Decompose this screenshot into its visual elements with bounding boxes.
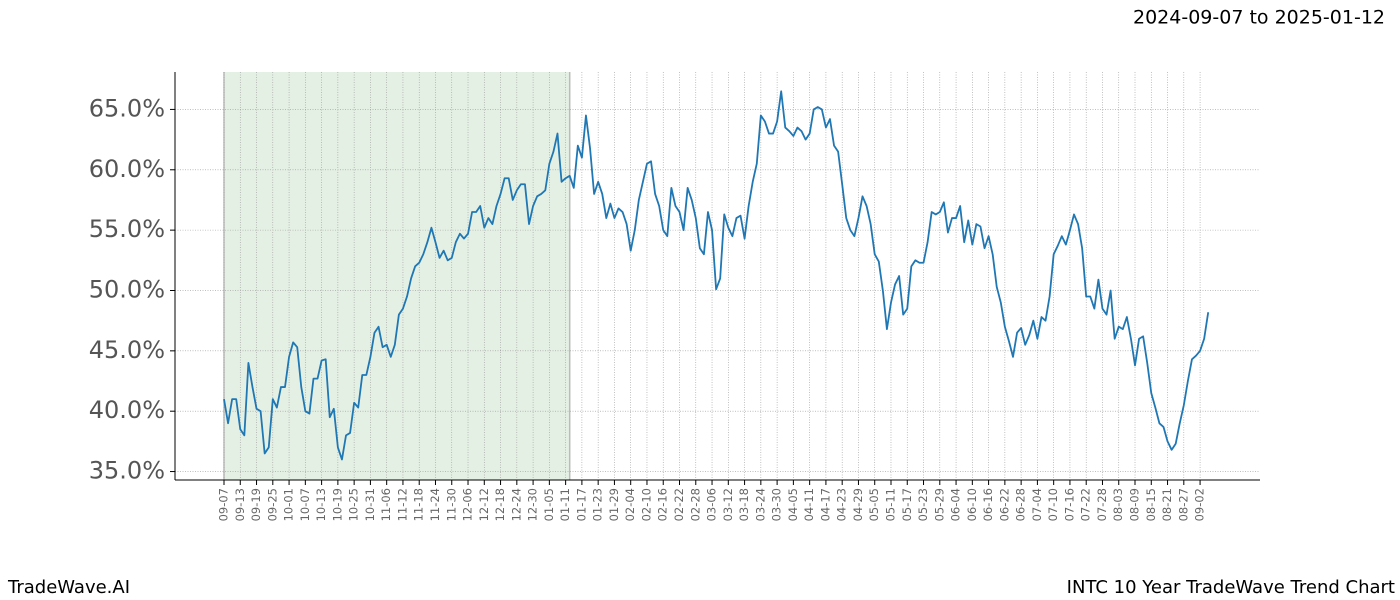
x-tick-label: 01-05: [542, 488, 556, 521]
chart-title: 2024-09-07 to 2025-01-12: [1133, 7, 1385, 29]
y-tick-label: 35.0%: [89, 457, 165, 485]
x-tick-label: 12-24: [509, 488, 523, 521]
x-tick-label: 06-10: [965, 488, 979, 521]
x-tick-label: 09-07: [217, 488, 231, 521]
x-tick-label: 02-10: [639, 488, 653, 521]
x-tick-label: 07-04: [1030, 488, 1044, 521]
y-tick-label: 40.0%: [89, 396, 165, 424]
x-tick-label: 11-30: [444, 488, 458, 521]
x-tick-label: 12-30: [526, 488, 540, 521]
x-tick-label: 03-12: [721, 488, 735, 521]
x-tick-label: 11-24: [428, 488, 442, 521]
x-tick-label: 07-28: [1095, 488, 1109, 521]
y-tick-label: 60.0%: [89, 155, 165, 183]
x-tick-label: 07-22: [1079, 488, 1093, 521]
x-tick-label: 04-05: [786, 488, 800, 521]
x-tick-label: 06-16: [981, 488, 995, 521]
x-tick-label: 01-11: [558, 488, 572, 521]
x-tick-label: 12-12: [477, 488, 491, 521]
x-tick-label: 02-28: [688, 488, 702, 521]
footer-left: TradeWave.AI: [7, 577, 130, 598]
x-tick-label: 10-01: [282, 488, 296, 521]
x-tick-label: 11-18: [412, 488, 426, 521]
y-tick-label: 65.0%: [89, 94, 165, 122]
x-tick-label: 09-02: [1193, 488, 1207, 521]
x-tick-label: 10-13: [314, 488, 328, 521]
footer-right: INTC 10 Year TradeWave Trend Chart: [1067, 577, 1395, 598]
x-tick-label: 05-05: [867, 488, 881, 521]
y-tick-label: 45.0%: [89, 336, 165, 364]
x-tick-label: 02-16: [656, 488, 670, 521]
x-tick-label: 03-06: [705, 488, 719, 521]
x-tick-label: 11-06: [379, 488, 393, 521]
x-tick-label: 02-04: [623, 488, 637, 521]
x-tick-label: 05-17: [900, 488, 914, 521]
x-tick-label: 04-23: [835, 488, 849, 521]
x-tick-label: 12-06: [461, 488, 475, 521]
x-tick-label: 06-28: [1014, 488, 1028, 521]
x-tick-label: 09-25: [265, 488, 279, 521]
x-tick-label: 11-12: [395, 488, 409, 521]
x-tick-label: 08-15: [1144, 488, 1158, 521]
x-tick-label: 08-03: [1111, 488, 1125, 521]
x-tick-label: 05-29: [932, 488, 946, 521]
x-tick-label: 08-21: [1160, 488, 1174, 521]
x-tick-label: 10-07: [298, 488, 312, 521]
x-tick-label: 08-09: [1128, 488, 1142, 521]
x-tick-label: 03-24: [753, 488, 767, 521]
y-tick-label: 55.0%: [89, 215, 165, 243]
x-tick-label: 02-22: [672, 488, 686, 521]
x-tick-label: 03-18: [737, 488, 751, 521]
x-tick-label: 01-23: [591, 488, 605, 521]
x-tick-label: 10-31: [363, 488, 377, 521]
x-tick-label: 09-19: [249, 488, 263, 521]
x-tick-label: 08-27: [1176, 488, 1190, 521]
x-tick-label: 04-29: [851, 488, 865, 521]
x-tick-label: 07-10: [1046, 488, 1060, 521]
x-tick-label: 03-30: [770, 488, 784, 521]
x-tick-label: 06-22: [997, 488, 1011, 521]
x-tick-label: 10-19: [330, 488, 344, 521]
x-tick-label: 05-23: [916, 488, 930, 521]
trend-line: [223, 90, 1210, 461]
x-tick-label: 07-16: [1062, 488, 1076, 521]
x-tick-label: 12-18: [493, 488, 507, 521]
x-tick-label: 05-11: [883, 488, 897, 521]
x-tick-label: 09-13: [233, 488, 247, 521]
x-tick-label: 04-11: [802, 488, 816, 521]
y-tick-label: 50.0%: [89, 275, 165, 303]
x-tick-label: 10-25: [347, 488, 361, 521]
highlight-region: [224, 72, 570, 480]
x-tick-label: 06-04: [949, 488, 963, 521]
x-tick-label: 01-17: [574, 488, 588, 521]
x-tick-label: 01-29: [607, 488, 621, 521]
x-tick-label: 04-17: [818, 488, 832, 521]
